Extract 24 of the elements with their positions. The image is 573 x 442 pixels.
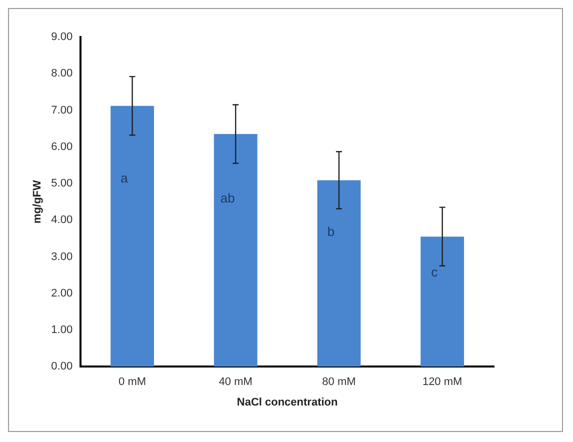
bar bbox=[420, 236, 464, 367]
bar bbox=[110, 106, 154, 367]
y-axis-title: mg/gFW bbox=[32, 180, 44, 224]
bar bbox=[214, 134, 258, 367]
annotation: a bbox=[120, 170, 129, 186]
y-tick-label: 6.00 bbox=[51, 140, 73, 153]
y-tick-label: 7.00 bbox=[51, 104, 73, 116]
x-tick-label: 80 mM bbox=[322, 376, 356, 388]
y-tick-label: 5.00 bbox=[51, 178, 73, 190]
y-tick-label: 9.00 bbox=[51, 31, 73, 44]
bar bbox=[317, 180, 361, 367]
y-tick-label: 4.00 bbox=[51, 214, 73, 226]
x-tick-label: 0 mM bbox=[118, 376, 146, 388]
x-axis-title: NaCl concentration bbox=[236, 396, 338, 408]
y-tick-label: 1.00 bbox=[51, 324, 73, 336]
y-tick-label: 0.00 bbox=[51, 360, 73, 373]
annotation: c bbox=[431, 264, 438, 280]
y-tick-label: 8.00 bbox=[51, 68, 73, 80]
annotation: b bbox=[327, 224, 335, 239]
y-tick-label: 3.00 bbox=[51, 250, 73, 263]
x-tick-label: 40 mM bbox=[218, 376, 252, 388]
y-tick-label: 2.00 bbox=[51, 287, 73, 300]
x-tick-label: 120 mM bbox=[422, 376, 462, 388]
annotation: ab bbox=[220, 190, 235, 206]
